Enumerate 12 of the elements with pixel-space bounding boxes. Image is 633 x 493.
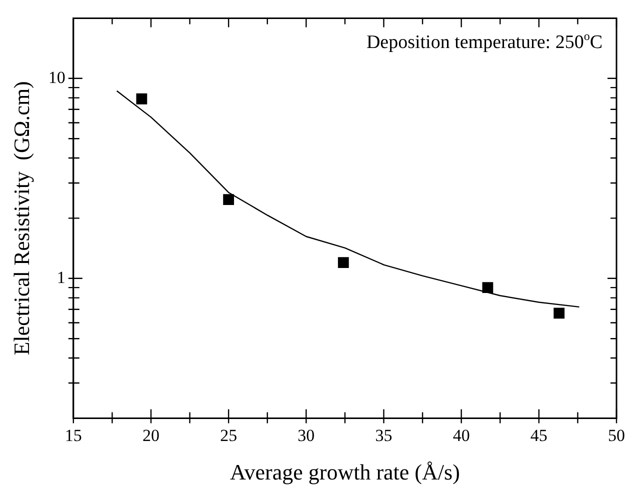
x-tick-label: 30 (298, 426, 315, 445)
x-axis-title: Average growth rate (Å/s) (230, 460, 460, 485)
x-tick-label: 25 (220, 426, 238, 445)
x-tick-label: 35 (375, 426, 392, 445)
x-tick-label: 45 (530, 426, 548, 445)
x-tick-label: 50 (608, 426, 625, 445)
x-tick-label: 15 (64, 426, 82, 445)
x-tick-label: 20 (142, 426, 160, 445)
x-tick-label: 40 (452, 426, 470, 445)
y-tick-label: 1 (56, 268, 66, 287)
y-axis-title: Electrical Resistivity (GΩ.cm) (8, 81, 34, 356)
y-tick-label: 10 (48, 68, 66, 87)
